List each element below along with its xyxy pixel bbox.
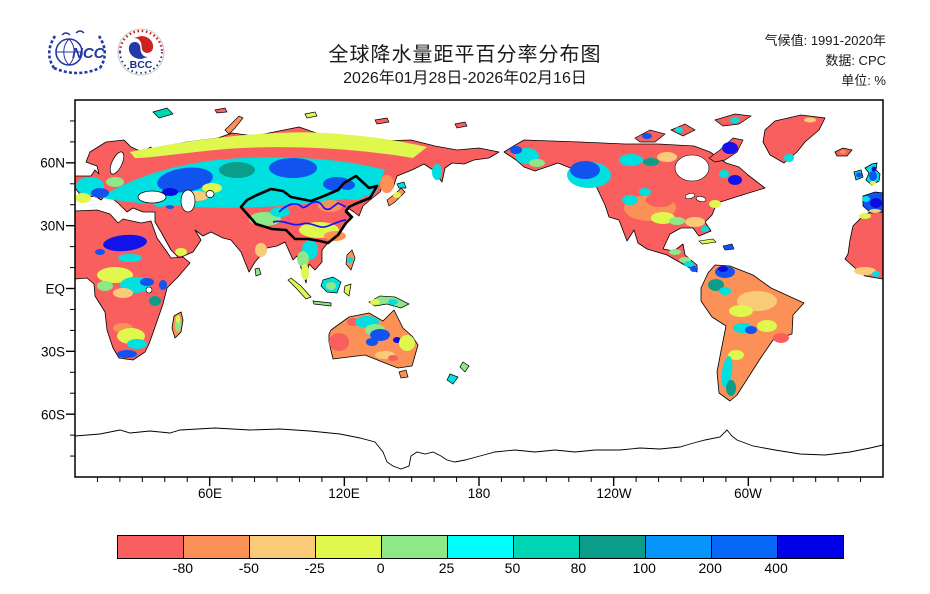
colorbar-segment — [118, 536, 184, 558]
caribbean-islands — [698, 238, 735, 251]
date-range: 2026年01月28日-2026年02月16日 — [343, 70, 587, 87]
lon-label-60w: 60W — [734, 486, 762, 501]
yangtze-river — [272, 219, 347, 228]
madagascar — [171, 311, 184, 339]
colorbar-tick-label: 50 — [504, 560, 521, 576]
lat-label-eq: EQ — [45, 281, 65, 297]
colorbar-labels: -80 -50 -25 0 25 50 80 100 200 400 — [117, 560, 842, 578]
china-border — [239, 174, 379, 245]
region-iberia — [862, 191, 884, 214]
colorbar-tick-label: -80 — [172, 560, 194, 576]
colorbar-segment — [448, 536, 514, 558]
ncc-logo-text: NCC — [72, 45, 106, 62]
ncc-logo: NCC — [42, 26, 112, 83]
colorbar-tick-label: -25 — [304, 560, 325, 576]
colorbar-segment — [250, 536, 316, 558]
page-title: 全球降水量距平百分率分布图 — [328, 44, 602, 66]
region-ireland — [853, 169, 864, 181]
region-uk — [864, 162, 881, 186]
lat-label-30n: 30N — [40, 218, 65, 234]
meta-unit: 单位: % — [841, 73, 886, 88]
lat-label-60s: 60S — [40, 407, 65, 423]
lat-label-30s: 30S — [40, 344, 65, 360]
lon-label-120e: 120E — [328, 486, 360, 501]
lakes-north-america — [674, 154, 710, 202]
region-sri-lanka — [254, 267, 262, 277]
region-indonesia — [287, 249, 356, 307]
colorbar-segment — [382, 536, 448, 558]
anomaly-field-north-america — [510, 146, 742, 272]
colorbar-tick-label: 400 — [764, 560, 788, 576]
region-new-zealand — [446, 361, 470, 385]
continent-greenland — [762, 114, 826, 164]
lon-label-180: 180 — [467, 486, 491, 501]
colorbar-tick-label: 100 — [632, 560, 656, 576]
colorbar-segment — [580, 536, 646, 558]
lat-label-60n: 60N — [40, 155, 65, 171]
anomaly-field-eurasia — [75, 132, 442, 280]
continent-north-america — [503, 139, 766, 273]
colorbar-tick-label: 0 — [376, 560, 385, 576]
tasmania — [398, 369, 409, 379]
colorbar-segment — [514, 536, 580, 558]
colorbar-segment — [316, 536, 382, 558]
continent-south-america — [700, 264, 805, 402]
colorbar-tick-label: -50 — [238, 560, 259, 576]
region-japan — [386, 181, 407, 207]
inland-seas — [109, 151, 215, 213]
yellow-river — [278, 200, 347, 213]
lon-label-120w: 120W — [596, 486, 632, 501]
colorbar-tick-label: 80 — [570, 560, 587, 576]
anomaly-field-australia — [329, 316, 415, 361]
region-new-guinea — [368, 295, 410, 309]
colorbar — [117, 535, 844, 559]
colorbar-segment — [184, 536, 250, 558]
map-frame — [74, 99, 884, 478]
axis-ticks — [66, 120, 862, 486]
continent-australia — [328, 309, 419, 379]
continent-antarctica — [74, 427, 884, 478]
meta-climatology: 气候值: 1991-2020年 — [764, 33, 886, 48]
lake-victoria — [145, 286, 153, 294]
anomaly-field-south-america — [708, 266, 789, 396]
region-baffin — [708, 137, 744, 163]
region-iceland — [834, 147, 853, 157]
colorbar-tick-label: 25 — [438, 560, 455, 576]
colorbar-tick-label: 200 — [698, 560, 722, 576]
bcc-logo: BCC — [114, 26, 168, 83]
continent-eurasia — [74, 126, 500, 284]
meta-data-source: 数据: CPC — [825, 53, 886, 68]
continent-west-africa — [844, 207, 884, 280]
lon-label-60e: 60E — [197, 486, 223, 501]
continent-africa — [74, 209, 191, 361]
colorbar-segment — [778, 536, 843, 558]
bcc-logo-text: BCC — [130, 59, 153, 71]
map-content — [74, 107, 884, 478]
anomaly-field-africa — [95, 234, 167, 358]
colorbar-segment — [646, 536, 712, 558]
colorbar-segment — [712, 536, 778, 558]
arctic-islands — [152, 107, 752, 143]
map-meta: 气候值: 1991-2020年 数据: CPC 单位: % — [765, 31, 886, 91]
